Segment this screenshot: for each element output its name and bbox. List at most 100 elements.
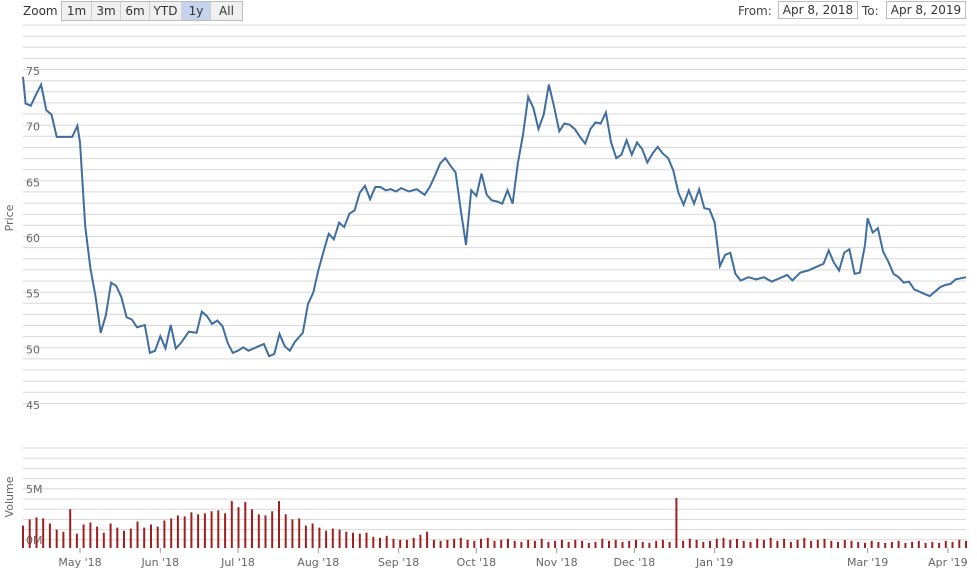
- volume-bar: [816, 539, 819, 548]
- volume-bar: [183, 516, 186, 548]
- volume-bar: [331, 528, 334, 548]
- volume-bar: [143, 527, 146, 548]
- x-tick-label: Jun '18: [140, 556, 179, 569]
- volume-bar: [203, 513, 206, 548]
- volume-bar: [466, 539, 469, 548]
- volume-bar: [709, 540, 711, 548]
- zoom-1m-button[interactable]: 1m: [62, 2, 92, 20]
- zoom-all-button[interactable]: All: [211, 2, 242, 20]
- volume-bar: [729, 539, 732, 548]
- volume-bar: [904, 542, 907, 548]
- volume-bar: [890, 541, 893, 548]
- x-tick-label: Mar '19: [847, 556, 888, 569]
- x-tick-label: Jan '19: [695, 556, 733, 569]
- volume-bar: [857, 541, 860, 548]
- volume-bar: [473, 540, 476, 548]
- x-axis-ticks: May '18 Jun '18 Jul '18 Aug '18 Sep '18 Oct '…: [58, 548, 968, 569]
- volume-bar: [493, 540, 496, 548]
- volume-bar: [931, 541, 934, 548]
- volume-bar: [682, 540, 685, 548]
- volume-bar: [756, 538, 759, 548]
- volume-bar: [742, 540, 745, 548]
- volume-bar: [810, 540, 813, 548]
- x-tick-label: Apr '19: [928, 556, 968, 569]
- volume-bar: [843, 539, 846, 548]
- volume-bar: [850, 540, 853, 548]
- volume-bar: [459, 537, 462, 548]
- volume-bar: [635, 539, 637, 548]
- volume-axis-title: Volume: [3, 476, 16, 517]
- volume-bar: [264, 515, 267, 548]
- zoom-3m-button[interactable]: 3m: [92, 2, 121, 20]
- x-tick-label: Dec '18: [613, 556, 655, 569]
- volume-bar: [291, 519, 294, 548]
- volume-bar: [116, 527, 119, 548]
- volume-bar: [911, 541, 914, 548]
- zoom-ytd-button[interactable]: YTD: [150, 2, 182, 20]
- volume-bar: [304, 525, 307, 548]
- volume-bar: [486, 537, 489, 548]
- price-tick-label: 55: [26, 288, 40, 301]
- volume-bar: [897, 540, 900, 548]
- volume-bar: [554, 540, 557, 548]
- volume-bar: [789, 541, 792, 548]
- zoom-1y-button[interactable]: 1y: [182, 2, 211, 20]
- volume-bar: [453, 538, 456, 548]
- volume-bar: [587, 542, 590, 548]
- volume-bar: [695, 539, 698, 548]
- volume-bar: [547, 541, 550, 548]
- volume-bar: [614, 539, 617, 548]
- volume-bar: [163, 520, 166, 548]
- volume-bar: [102, 532, 105, 548]
- x-tick-label: May '18: [58, 556, 101, 569]
- volume-bar: [507, 538, 509, 548]
- volume-bar: [156, 526, 159, 548]
- volume-tick-label: 5M: [26, 483, 43, 496]
- volume-bar: [783, 538, 786, 548]
- volume-bar: [520, 541, 523, 548]
- x-tick-label: Jul '18: [220, 556, 255, 569]
- volume-bar: [392, 538, 395, 548]
- volume-bar: [837, 541, 839, 548]
- volume-bar: [796, 539, 799, 548]
- volume-bar: [533, 540, 536, 548]
- volume-bar: [176, 515, 179, 548]
- x-tick-label: Aug '18: [297, 556, 339, 569]
- volume-bar: [917, 540, 920, 548]
- volume-bar: [412, 537, 415, 548]
- volume-bar: [540, 538, 543, 548]
- price-series-line: [22, 76, 967, 358]
- from-label: From:: [738, 4, 772, 18]
- volume-bar: [500, 539, 503, 548]
- volume-bar: [405, 539, 408, 548]
- volume-bar: [864, 542, 866, 548]
- volume-bar: [150, 524, 152, 548]
- volume-bar: [399, 539, 402, 548]
- volume-bar: [257, 514, 260, 548]
- volume-bar: [55, 529, 58, 548]
- volume-bar: [594, 541, 597, 548]
- from-date-input[interactable]: Apr 8, 2018: [778, 1, 858, 19]
- volume-bar: [567, 541, 570, 548]
- volume-bar: [560, 539, 563, 548]
- volume-bar: [325, 530, 328, 548]
- range-selector-toolbar: Zoom 1m 3m 6m YTD 1y All From: Apr 8, 20…: [0, 0, 977, 22]
- volume-bar: [958, 539, 961, 548]
- x-tick-label: Sep '18: [378, 556, 419, 569]
- volume-bar: [251, 509, 253, 548]
- volume-bar: [803, 537, 806, 548]
- volume-bar: [608, 540, 610, 548]
- zoom-6m-button[interactable]: 6m: [121, 2, 150, 20]
- volume-bar: [776, 540, 779, 548]
- price-tick-label: 65: [26, 176, 40, 189]
- to-label: To:: [862, 4, 879, 18]
- volume-bar: [432, 539, 435, 548]
- price-tick-label: 50: [26, 343, 40, 356]
- volume-bar: [136, 521, 139, 548]
- volume-y-axis-ticks: 0M 5M: [26, 483, 43, 547]
- price-axis-title: Price: [3, 204, 16, 231]
- volume-bar: [439, 540, 442, 548]
- volume-bar: [244, 502, 247, 548]
- to-date-input[interactable]: Apr 8, 2019: [886, 1, 966, 19]
